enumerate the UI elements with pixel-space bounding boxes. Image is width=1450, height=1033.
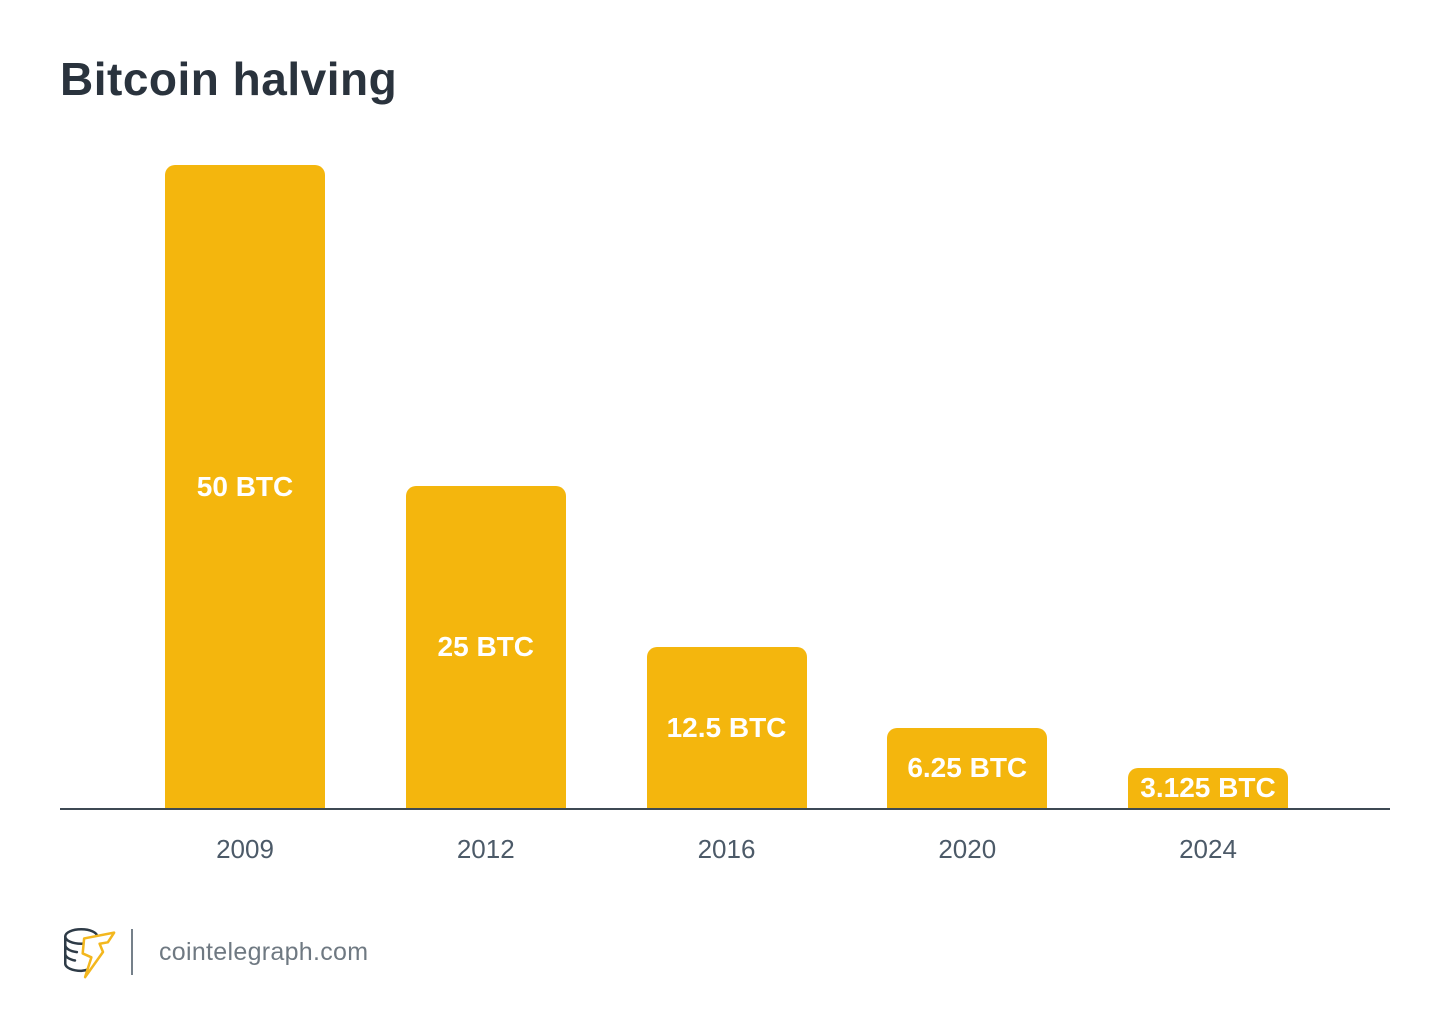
bar-2020: 6.25 BTC [887, 728, 1048, 808]
bar-value-label-2024: 3.125 BTC [1140, 772, 1276, 803]
bar-value-label-2012: 25 BTC [437, 631, 534, 662]
x-axis-labels: 2009 2012 2016 2020 2024 [60, 834, 1390, 865]
bar-value-label-2009: 50 BTC [196, 470, 294, 502]
bar-value-label-2020: 6.25 BTC [907, 752, 1028, 783]
plot-area: 50 BTC 25 BTC 12.5 BTC 6.25 BTC 3.125 BTC [60, 165, 1390, 810]
bar-2016: 12.5 BTC [646, 647, 807, 808]
bar-2012: 25 BTC [405, 486, 566, 808]
chart-title: Bitcoin halving [60, 53, 398, 105]
bar-value-label-2016: 12.5 BTC [666, 711, 787, 743]
bar-2024: 3.125 BTC [1128, 768, 1288, 808]
x-tick-2024: 2024 [1179, 834, 1237, 864]
cointelegraph-logo-icon [63, 928, 116, 979]
x-tick-2012: 2012 [456, 834, 515, 864]
x-tick-2009: 2009 [216, 834, 274, 864]
footer: cointelegraph.com [57, 922, 368, 982]
bar-2009: 50 BTC [165, 165, 325, 808]
footer-divider [131, 929, 133, 975]
x-tick-2020: 2020 [938, 834, 997, 864]
bar-chart: 50 BTC 25 BTC 12.5 BTC 6.25 BTC 3.125 BTC 20… [60, 165, 1390, 865]
x-tick-2016: 2016 [697, 834, 756, 864]
footer-site-text: cointelegraph.com [159, 937, 369, 966]
